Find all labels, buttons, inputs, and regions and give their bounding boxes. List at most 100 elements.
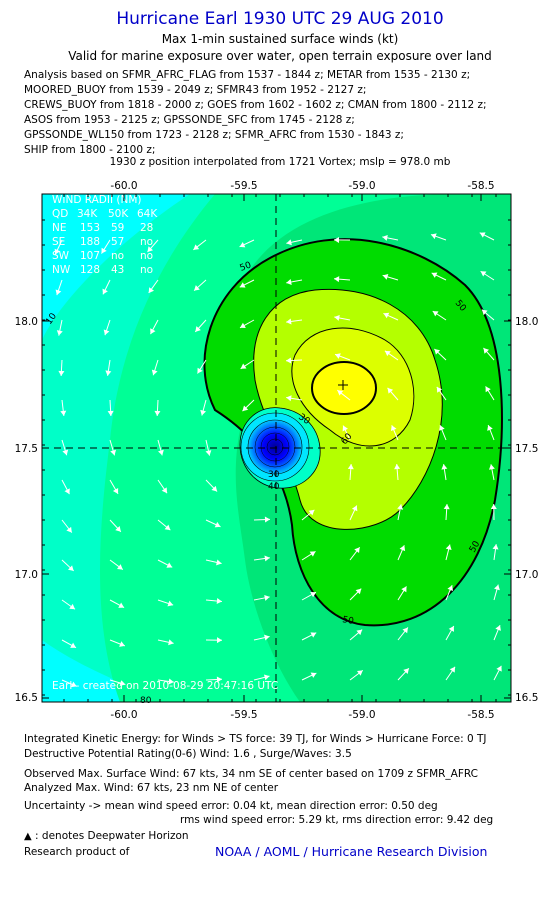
wind-arrow-head (264, 555, 270, 562)
wind-arrow-head (399, 545, 406, 552)
wind-arrow-head (487, 425, 493, 431)
wind-arrow-head (168, 639, 174, 646)
wind-arrow-head (151, 369, 158, 376)
wind-arrow-head (168, 678, 174, 685)
wind-arrow-head (495, 625, 501, 631)
wind-arrow-head (67, 565, 74, 571)
wind-arrow-head (216, 559, 222, 566)
lat-tick-left: 18.0 (15, 316, 38, 328)
wind-arrow-head (431, 272, 438, 278)
org-link[interactable]: NOAA / AOML / Hurricane Research Divisio… (215, 844, 488, 859)
wind-arrow-head (56, 330, 63, 336)
wind-arrow-head (286, 357, 292, 364)
wind-arrow-head (403, 668, 409, 674)
wind-arrow-head (164, 524, 171, 531)
wind-arrow-head (483, 347, 489, 354)
wind-arrow-head (492, 544, 499, 550)
wind-arrow-head (158, 449, 164, 456)
radii-cell: no (111, 250, 124, 262)
wind-arrow-head (239, 282, 246, 288)
wind-arrow-head (205, 450, 212, 456)
deepwater-horizon-legend: ▲ : denotes Deepwater Horizon (24, 830, 189, 842)
research-product-label: Research product of (24, 846, 130, 858)
wind-arrow-head (117, 564, 123, 570)
wind-arrow-head (354, 547, 360, 554)
wind-arrow-head (119, 680, 126, 686)
wind-arrow-head (397, 504, 404, 510)
wind-arrow-head (58, 370, 65, 376)
wind-arrow-head (64, 488, 70, 495)
uncertainty-line-1: Uncertainty -> mean wind speed error: 0.… (24, 800, 438, 812)
radii-cell: NW (52, 264, 71, 276)
radii-cell: 128 (80, 264, 100, 276)
wind-arrow-head (263, 674, 270, 681)
lon-tick-top: -59.0 (348, 180, 375, 192)
wind-arrow-head (166, 562, 173, 568)
wind-arrow-head (200, 409, 207, 416)
wind-arrow-head (211, 485, 218, 492)
contour-label: 40 (268, 482, 280, 492)
wind-arrow-head (240, 363, 247, 369)
wind-arrow-head (382, 273, 389, 280)
wind-arrow-head (347, 464, 354, 470)
wind-arrow-head (308, 509, 315, 516)
wind-arrow-head (105, 370, 112, 376)
wind-arrow-head (239, 241, 246, 248)
analysis-line: ASOS from 1953 - 2125 z; GPSSONDE_SFC fr… (24, 114, 355, 126)
analyzed-max-line: Analyzed Max. Wind: 67 kts, 23 nm NE of … (24, 782, 279, 794)
lat-tick-left: 17.5 (15, 443, 38, 455)
max-wind-marker (338, 380, 348, 390)
lon-tick-bottom: -60.0 (110, 709, 137, 721)
wind-arrow-head (70, 681, 77, 688)
wind-arrow-head (310, 672, 317, 678)
radii-cell: no (140, 250, 153, 262)
wind-arrow-head (334, 276, 340, 283)
wind-arrow-head (342, 425, 348, 432)
contour-max (311, 361, 377, 415)
wind-arrow-head (101, 247, 107, 254)
position-note: 1930 z position interpolated from 1721 V… (109, 156, 451, 168)
subtitle-exposure: Valid for marine exposure over water, op… (68, 49, 492, 63)
wind-arrow-head (102, 288, 108, 295)
wind-arrow-head (286, 395, 292, 402)
lon-tick-bottom: -58.5 (467, 709, 494, 721)
lon-tick-top: -59.5 (230, 180, 257, 192)
wind-arrow-head (197, 367, 203, 374)
map-credit: Earl - created on 2010-08-29 20:47:16 UT… (52, 680, 278, 692)
wind-arrow-head (103, 329, 110, 336)
wind-arrow-head (356, 670, 363, 676)
wind-arrow-head (309, 551, 316, 557)
wind-arrow-head (55, 289, 62, 296)
analysis-line: SHIP from 1800 - 2100 z; (24, 144, 156, 156)
wind-arrow-head (434, 349, 441, 355)
wind-arrow-head (430, 233, 437, 240)
wind-arrow-head (161, 487, 168, 494)
wind-arrow-head (402, 627, 408, 634)
lon-tick-bottom: -59.0 (348, 709, 375, 721)
wind-arrow-head (351, 505, 358, 512)
wind-arrow-head (334, 236, 340, 243)
lat-tick-right: 16.5 (515, 692, 538, 704)
wind-arrow-head (286, 239, 292, 246)
wind-arrow-head (112, 487, 119, 494)
ike-line: Integrated Kinetic Energy: for Winds > T… (24, 733, 487, 745)
wind-arrow-head (54, 248, 61, 255)
wind-arrow-head (286, 279, 292, 285)
wind-arrow-head (148, 287, 155, 294)
lon-tick-top: -58.5 (467, 180, 494, 192)
wind-arrow-head (214, 521, 221, 528)
wind-arrow-head (384, 350, 391, 357)
wind-arrow-head (401, 586, 407, 593)
wind-arrow-head (242, 405, 249, 412)
wind-arrow-head (355, 588, 362, 595)
radii-cell: NE (52, 222, 67, 234)
dpr-line: Destructive Potential Rating(0-6) Wind: … (24, 748, 352, 760)
wind-arrow-head (216, 598, 222, 605)
wind-arrow-head (310, 632, 317, 638)
lon-tick-top: -60.0 (110, 180, 137, 192)
radii-col: 64K (137, 208, 158, 220)
contour-label: 50 (341, 615, 354, 627)
wind-radii-table: WIND RADII (NM) QD 34K 50K 64K NE 153 59… (52, 194, 158, 276)
analysis-line: GPSSONDE_WL150 from 1723 - 2128 z; SFMR_… (24, 129, 404, 141)
wind-arrow-head (387, 387, 394, 394)
